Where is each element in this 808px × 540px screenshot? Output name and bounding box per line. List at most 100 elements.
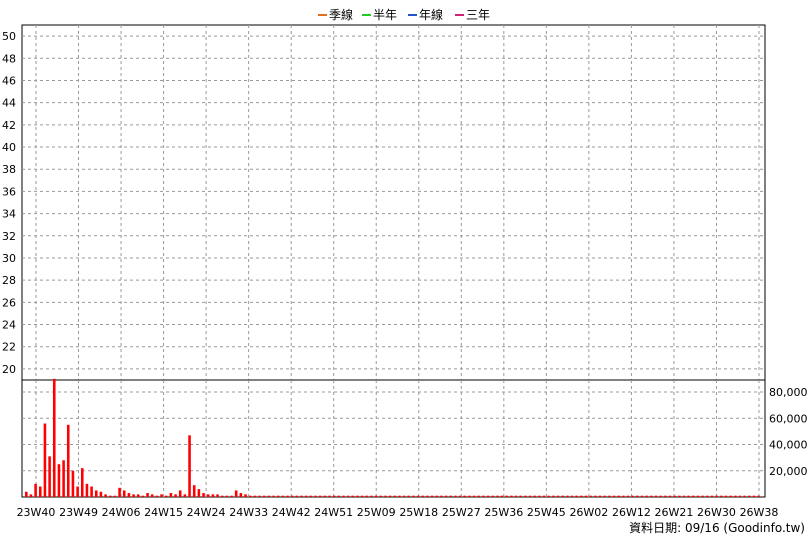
volume-axis-ticks: 20,000 40,000 60,000 80,000	[769, 386, 808, 478]
x-tick-label: 24W33	[229, 506, 268, 519]
volume-bar	[258, 495, 261, 497]
volume-bar	[90, 486, 93, 497]
volume-bar	[34, 483, 37, 497]
volume-bar	[164, 495, 168, 497]
volume-bar	[160, 494, 163, 497]
volume-bar	[272, 495, 275, 497]
chart-legend: 季線 半年 年線 三年	[318, 7, 490, 22]
volume-bar	[468, 495, 471, 497]
volume-bar	[76, 486, 79, 497]
volume-bar	[482, 495, 485, 497]
volume-bar	[575, 495, 578, 497]
volume-bar	[617, 495, 620, 497]
price-plot-frame	[21, 24, 766, 381]
price-panel: 20 22 24 26 28 30 32 34 36 38 40 42 44 46 48 50	[2, 24, 766, 381]
volume-bar	[52, 378, 56, 497]
volume-bar	[127, 493, 131, 497]
volume-bar	[687, 495, 690, 497]
volume-bar	[99, 491, 103, 497]
volume-bar	[738, 495, 742, 497]
volume-bar	[216, 494, 219, 497]
volume-bar	[132, 494, 135, 497]
volume-bar	[505, 495, 509, 497]
volume-bar	[262, 495, 266, 497]
volume-bar	[612, 495, 616, 497]
price-tick-label: 34	[2, 208, 16, 221]
volume-bar	[169, 493, 173, 497]
price-tick-label: 20	[2, 363, 16, 376]
volume-bar	[309, 495, 313, 497]
price-tick-label: 42	[2, 119, 16, 132]
volume-bar	[542, 495, 546, 497]
volume-bar	[416, 495, 420, 497]
volume-bar	[584, 495, 588, 497]
price-tick-label: 36	[2, 185, 16, 198]
volume-bar	[136, 494, 140, 497]
volume-bar	[225, 495, 229, 497]
volume-bar	[94, 490, 98, 497]
x-axis-ticks: 23W40 23W49 24W06 24W15 24W24 24W33 24W42 24W51…	[17, 506, 779, 519]
volume-bar	[351, 495, 355, 497]
price-grid	[22, 25, 765, 380]
volume-bar	[748, 495, 751, 497]
volume-bar	[603, 495, 606, 497]
volume-bar	[398, 495, 401, 497]
price-tick-label: 32	[2, 230, 16, 243]
volume-bar	[463, 495, 467, 497]
volume-bar	[248, 495, 252, 497]
volume-bar	[239, 493, 243, 497]
volume-bar	[668, 495, 672, 497]
volume-bar	[183, 494, 187, 497]
x-tick-label: 25W18	[399, 506, 438, 519]
volume-bar	[524, 495, 527, 497]
legend-label-1: 半年	[373, 8, 397, 22]
volume-bar	[234, 490, 238, 497]
volume-bar	[426, 495, 429, 497]
volume-bar	[300, 495, 303, 497]
x-tick-label: 26W21	[655, 506, 694, 519]
volume-bar	[435, 495, 439, 497]
volume-bar	[673, 495, 676, 497]
volume-bar	[682, 495, 686, 497]
price-tick-label: 46	[2, 74, 16, 87]
x-tick-label: 24W42	[272, 506, 311, 519]
volume-bar	[85, 483, 89, 497]
volume-bar	[421, 495, 425, 497]
volume-bar	[720, 495, 723, 497]
volume-grid	[22, 380, 765, 497]
volume-bar	[314, 495, 317, 497]
volume-bar	[491, 495, 495, 497]
volume-bar	[290, 495, 294, 497]
volume-bar	[304, 495, 308, 497]
legend-label-2: 年線	[419, 7, 443, 22]
x-tick-label: 25W09	[357, 506, 396, 519]
volume-bar	[146, 493, 149, 497]
x-tick-label: 25W27	[442, 506, 481, 519]
volume-bar	[402, 495, 406, 497]
price-tick-label: 22	[2, 341, 16, 354]
volume-bar	[253, 495, 257, 497]
volume-bar	[659, 495, 662, 497]
volume-bar	[444, 495, 448, 497]
volume-bar	[342, 495, 345, 497]
legend-label-0: 季線	[329, 7, 353, 22]
volume-bar	[589, 495, 592, 497]
price-tick-label: 48	[2, 52, 16, 65]
price-axis-ticks: 20 22 24 26 28 30 32 34 36 38 40 42 44 46 48 50	[2, 30, 16, 376]
volume-bar	[295, 495, 299, 497]
volume-bar	[706, 495, 709, 497]
volume-bar	[25, 491, 28, 497]
volume-bar	[188, 435, 191, 497]
volume-tick-label: 40,000	[769, 439, 808, 452]
volume-plot-frame	[21, 379, 766, 498]
volume-bar	[486, 495, 490, 497]
volume-bar	[533, 495, 537, 497]
volume-bar	[38, 486, 42, 497]
volume-bar	[155, 495, 159, 497]
volume-bar	[472, 495, 476, 497]
volume-bar	[622, 495, 625, 497]
volume-bar	[281, 495, 285, 497]
volume-bar	[580, 495, 583, 497]
volume-bar	[458, 495, 462, 497]
volume-tick-label: 60,000	[769, 412, 808, 425]
